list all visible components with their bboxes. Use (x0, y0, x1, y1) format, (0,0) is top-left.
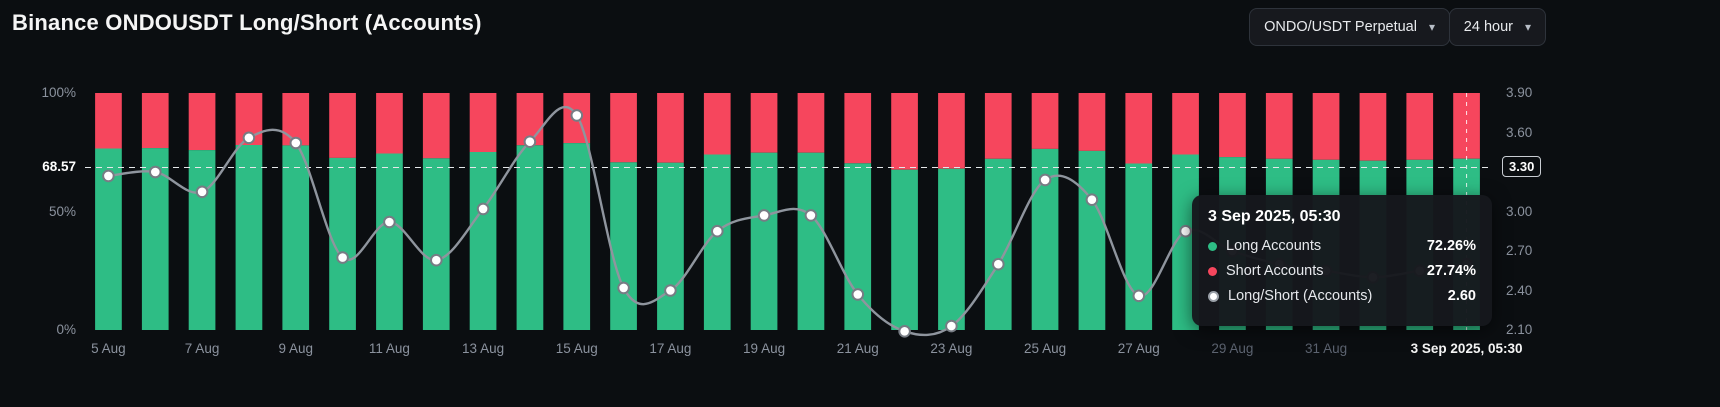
ratio-point (945, 319, 958, 333)
short-bar-segment[interactable] (844, 93, 872, 164)
long-bar-segment[interactable] (1078, 150, 1106, 330)
ratio-point (383, 215, 396, 229)
long-bar-segment[interactable] (188, 150, 216, 330)
ratio-point (1085, 193, 1099, 206)
tooltip-label: Short Accounts (1226, 263, 1324, 279)
long-bar-segment[interactable] (422, 158, 450, 330)
long-bar-segment[interactable] (282, 145, 310, 330)
tooltip-row-short: Short Accounts 27.74% (1208, 263, 1476, 279)
short-bar-segment[interactable] (1359, 93, 1387, 161)
ratio-point (476, 202, 490, 216)
short-bar-segment[interactable] (95, 93, 122, 149)
short-bar-segment[interactable] (422, 93, 450, 159)
pair-select[interactable]: ONDO/USDT Perpetual ▾ (1249, 8, 1450, 46)
tooltip-value: 2.60 (1447, 288, 1476, 304)
short-bar-segment[interactable] (1406, 93, 1434, 160)
short-bar-segment[interactable] (703, 93, 731, 155)
ratio-point (898, 325, 911, 338)
ratio-point (992, 257, 1005, 271)
short-bar-segment[interactable] (610, 93, 637, 163)
ratio-point (804, 209, 818, 222)
long-bar-segment[interactable] (984, 158, 1012, 330)
short-bar-segment[interactable] (469, 93, 497, 152)
interval-select-value: 24 hour (1463, 19, 1513, 35)
short-bar-segment[interactable] (938, 93, 965, 169)
ratio-point (617, 281, 630, 295)
ratio-point (664, 284, 677, 297)
tooltip-value: 72.26% (1426, 238, 1476, 254)
short-bar-segment[interactable] (1125, 93, 1153, 164)
tooltip-date: 3 Sep 2025, 05:30 (1208, 208, 1341, 225)
short-bar-segment[interactable] (1031, 93, 1059, 149)
short-bar-segment[interactable] (797, 93, 825, 153)
ratio-point (570, 109, 584, 122)
long-bar-segment[interactable] (750, 152, 778, 330)
long-accounts-dot-icon (1208, 241, 1217, 251)
ratio-point (195, 185, 209, 199)
long-bar-segment[interactable] (891, 169, 918, 330)
short-bar-segment[interactable] (750, 93, 778, 153)
long-short-ratio-dot-icon (1208, 290, 1219, 302)
long-bar-segment[interactable] (1125, 163, 1153, 331)
long-bar-segment[interactable] (657, 162, 684, 330)
short-accounts-dot-icon (1208, 266, 1217, 276)
pair-select-value: ONDO/USDT Perpetual (1264, 19, 1417, 35)
ratio-point (711, 224, 724, 238)
ratio-point (1038, 173, 1052, 187)
long-bar-segment[interactable] (469, 152, 497, 330)
tooltip-value: 27.74% (1426, 263, 1476, 279)
ratio-point (851, 288, 865, 301)
short-bar-segment[interactable] (1312, 93, 1340, 160)
short-bar-segment[interactable] (329, 93, 356, 158)
short-bar-segment[interactable] (1265, 93, 1293, 159)
short-bar-segment[interactable] (1219, 93, 1246, 158)
long-bar-segment[interactable] (610, 162, 637, 330)
ratio-point (102, 169, 115, 183)
short-bar-segment[interactable] (1172, 93, 1199, 155)
long-bar-segment[interactable] (141, 148, 169, 330)
short-bar-segment[interactable] (282, 93, 310, 146)
ratio-point (1179, 224, 1192, 238)
ratio-point (430, 253, 443, 267)
tooltip-label: Long Accounts (1226, 238, 1322, 254)
long-bar-segment[interactable] (235, 145, 263, 330)
ratio-point (289, 136, 303, 150)
chevron-down-icon: ▾ (1428, 20, 1435, 34)
tooltip: 3 Sep 2025, 05:30 Long Accounts 72.26% S… (1192, 195, 1492, 326)
tooltip-label: Long/Short (Accounts) (1228, 288, 1373, 304)
long-bar-segment[interactable] (563, 143, 591, 330)
short-bar-segment[interactable] (1078, 93, 1106, 151)
interval-select[interactable]: 24 hour ▾ (1448, 8, 1546, 46)
short-bar-segment[interactable] (188, 93, 216, 151)
long-bar-segment[interactable] (516, 145, 544, 330)
short-bar-segment[interactable] (376, 93, 403, 154)
ratio-point (1132, 289, 1146, 303)
long-bar-segment[interactable] (797, 152, 825, 330)
long-bar-segment[interactable] (844, 163, 872, 330)
chevron-down-icon: ▾ (1524, 20, 1531, 34)
tooltip-row-ratio: Long/Short (Accounts) 2.60 (1208, 288, 1476, 304)
ratio-point (149, 165, 162, 179)
short-bar-segment[interactable] (891, 93, 918, 170)
long-bar-segment[interactable] (376, 153, 403, 331)
ratio-point (523, 135, 537, 148)
ratio-point (757, 209, 771, 222)
short-bar-segment[interactable] (141, 93, 169, 149)
long-bar-segment[interactable] (938, 168, 965, 330)
ratio-point (242, 131, 256, 145)
page-title: Binance ONDOUSDT Long/Short (Accounts) (12, 10, 482, 35)
short-bar-segment[interactable] (984, 93, 1012, 159)
ratio-point (336, 251, 349, 264)
tooltip-row-long: Long Accounts 72.26% (1208, 238, 1476, 254)
short-bar-segment[interactable] (657, 93, 684, 163)
